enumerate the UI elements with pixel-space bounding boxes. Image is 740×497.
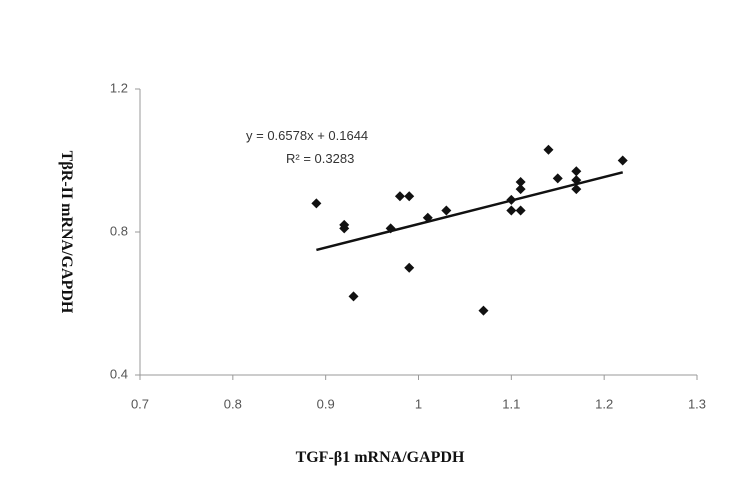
r-squared: R² = 0.3283 xyxy=(286,151,354,166)
point xyxy=(385,223,396,234)
y-tick-label: 0.4 xyxy=(110,366,128,381)
x-tick-label: 0.9 xyxy=(317,396,335,411)
y-axis-label: TβR-II mRNA/GAPDH xyxy=(58,151,75,314)
point xyxy=(617,155,628,166)
x-axis-label: TGF-β1 mRNA/GAPDH xyxy=(296,449,465,466)
x-tick-label: 1.2 xyxy=(595,396,613,411)
point xyxy=(552,173,563,184)
point xyxy=(515,176,526,187)
point xyxy=(422,212,433,223)
point xyxy=(571,184,582,195)
point xyxy=(506,194,517,205)
x-tick-label: 1.1 xyxy=(502,396,520,411)
point xyxy=(404,262,415,273)
trend-equation: y = 0.6578x + 0.1644 xyxy=(246,128,368,143)
point xyxy=(506,205,517,216)
point xyxy=(339,223,350,234)
y-tick-label: 1.2 xyxy=(110,80,128,95)
point xyxy=(515,184,526,195)
point xyxy=(571,175,582,186)
point xyxy=(311,198,322,209)
x-tick-label: 1.3 xyxy=(688,396,706,411)
point xyxy=(515,205,526,216)
point xyxy=(441,205,452,216)
point xyxy=(478,305,489,316)
point xyxy=(348,291,359,302)
x-tick-label: 1 xyxy=(415,396,422,411)
x-tick-label: 0.8 xyxy=(224,396,242,411)
point xyxy=(394,191,405,202)
x-tick-label: 0.7 xyxy=(131,396,149,411)
point xyxy=(571,166,582,177)
trend-line xyxy=(316,171,624,252)
point xyxy=(543,144,554,155)
y-tick-label: 0.8 xyxy=(110,223,128,238)
point xyxy=(404,191,415,202)
